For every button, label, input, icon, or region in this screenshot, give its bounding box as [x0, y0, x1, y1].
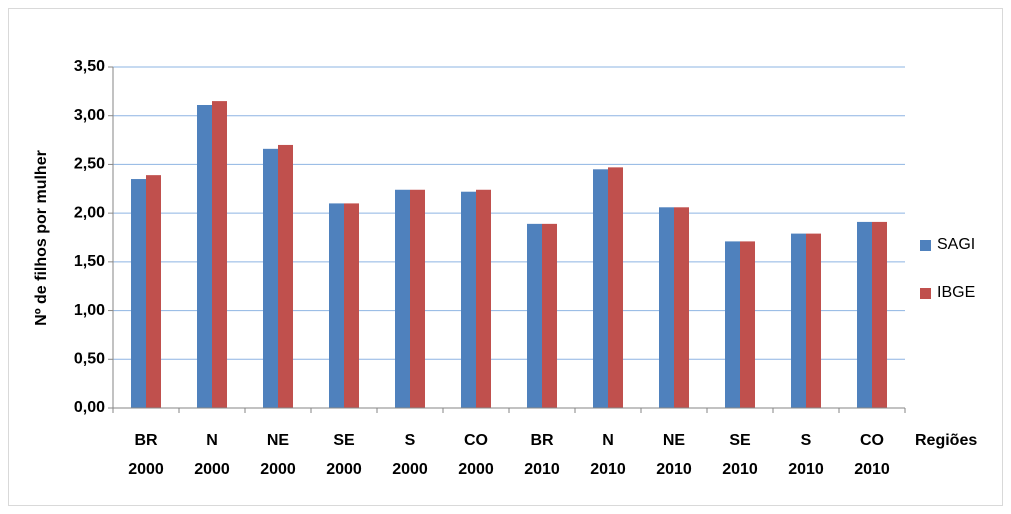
x-tick-label: 2010: [656, 461, 692, 478]
bar: [278, 144, 293, 408]
bar: [593, 169, 608, 408]
x-tick-label: S: [405, 432, 416, 449]
x-tick-label: 2000: [458, 461, 494, 478]
x-tick-label: NE: [267, 432, 290, 449]
y-tick-label: 2,00: [74, 204, 105, 221]
x-tick-label: 2000: [392, 461, 428, 478]
chart-frame: [8, 8, 1003, 506]
y-tick-label: 0,00: [74, 399, 105, 416]
bar: [725, 241, 740, 408]
bar: [329, 203, 344, 408]
x-tick-label: CO: [860, 432, 884, 449]
y-tick-label: 3,50: [74, 58, 105, 75]
bar: [146, 175, 161, 408]
bar: [791, 233, 806, 408]
bar: [461, 191, 476, 408]
y-tick-label: 1,00: [74, 302, 105, 319]
bar: [212, 101, 227, 408]
y-tick-label: 0,50: [74, 351, 105, 368]
x-tick-label: 2000: [260, 461, 296, 478]
x-tick-label: SE: [333, 432, 355, 449]
bar: [659, 207, 674, 408]
y-tick-label: 3,00: [74, 107, 105, 124]
legend-label: IBGE: [937, 284, 975, 301]
y-axis-title: Nº de filhos por mulher: [33, 150, 50, 326]
x-tick-label: 2010: [722, 461, 758, 478]
x-tick-label: BR: [134, 432, 158, 449]
bar: [263, 148, 278, 408]
bar: [197, 104, 212, 409]
x-tick-label: BR: [530, 432, 554, 449]
bar: [476, 189, 491, 408]
legend-swatch: [920, 240, 931, 251]
bar: [395, 189, 410, 408]
y-tick-label: 2,50: [74, 156, 105, 173]
bar: [527, 223, 542, 408]
bar: [872, 221, 887, 408]
bar: [857, 221, 872, 408]
x-tick-label: 2000: [326, 461, 362, 478]
x-tick-label: 2010: [524, 461, 560, 478]
legend-swatch: [920, 288, 931, 299]
legend-label: SAGI: [937, 236, 975, 253]
x-tick-label: NE: [663, 432, 686, 449]
x-tick-label: 2000: [194, 461, 230, 478]
x-tick-label: N: [206, 432, 218, 449]
x-tick-label: SE: [729, 432, 751, 449]
x-tick-label: CO: [464, 432, 488, 449]
bar: [806, 233, 821, 408]
x-tick-label: 2010: [854, 461, 890, 478]
x-tick-label: 2000: [128, 461, 164, 478]
x-tick-label: N: [602, 432, 614, 449]
bar: [410, 189, 425, 408]
bar: [344, 203, 359, 408]
bar: [674, 207, 689, 408]
y-tick-label: 1,50: [74, 253, 105, 270]
bar: [542, 223, 557, 408]
x-tick-label: 2010: [788, 461, 824, 478]
bar: [131, 179, 146, 408]
bar: [608, 167, 623, 408]
x-tick-label: S: [801, 432, 812, 449]
x-axis-title: Regiões: [915, 432, 977, 449]
x-tick-label: 2010: [590, 461, 626, 478]
bar: [740, 241, 755, 408]
